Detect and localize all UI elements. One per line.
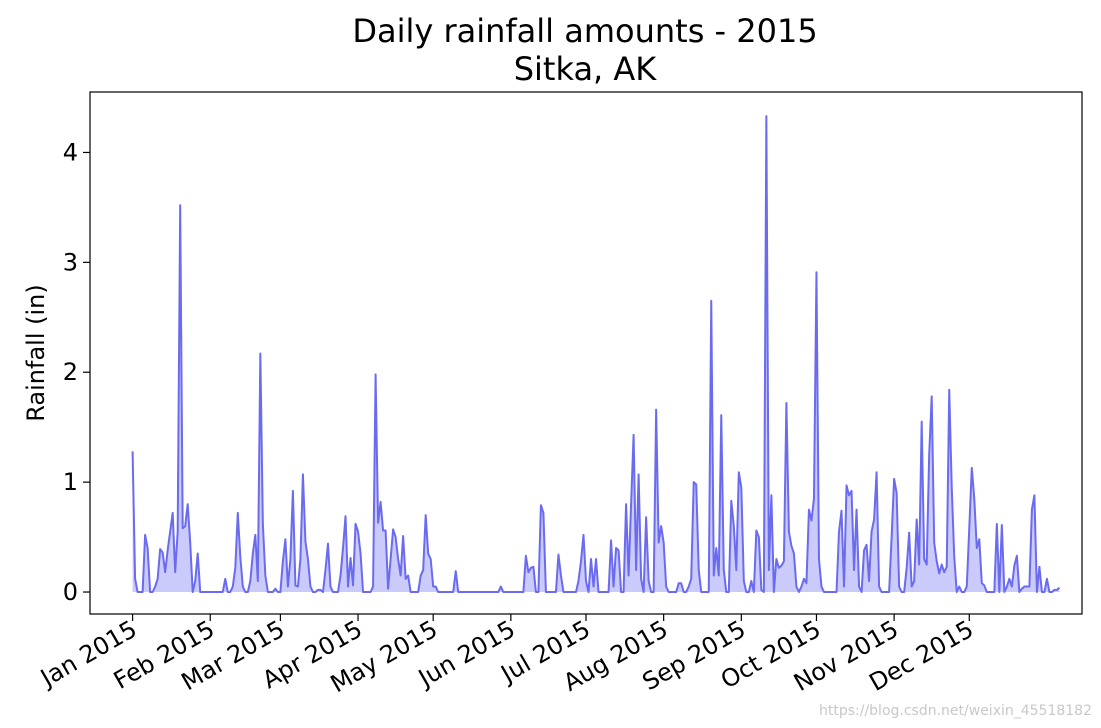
y-tick-label: 2 bbox=[63, 358, 78, 386]
y-axis: 0 1 2 3 4 bbox=[63, 138, 90, 606]
y-axis-label: Rainfall (in) bbox=[22, 284, 50, 421]
y-tick-label: 1 bbox=[63, 468, 78, 496]
rainfall-series-line bbox=[131, 115, 1061, 594]
chart-subtitle: Sitka, AK bbox=[514, 50, 658, 88]
y-tick-label: 3 bbox=[63, 248, 78, 276]
plot-area bbox=[131, 115, 1061, 594]
watermark: https://blog.csdn.net/weixin_45518182 bbox=[819, 703, 1092, 719]
y-tick-label: 0 bbox=[63, 578, 78, 606]
chart-title: Daily rainfall amounts - 2015 bbox=[352, 12, 817, 50]
y-tick-label: 4 bbox=[63, 138, 78, 166]
